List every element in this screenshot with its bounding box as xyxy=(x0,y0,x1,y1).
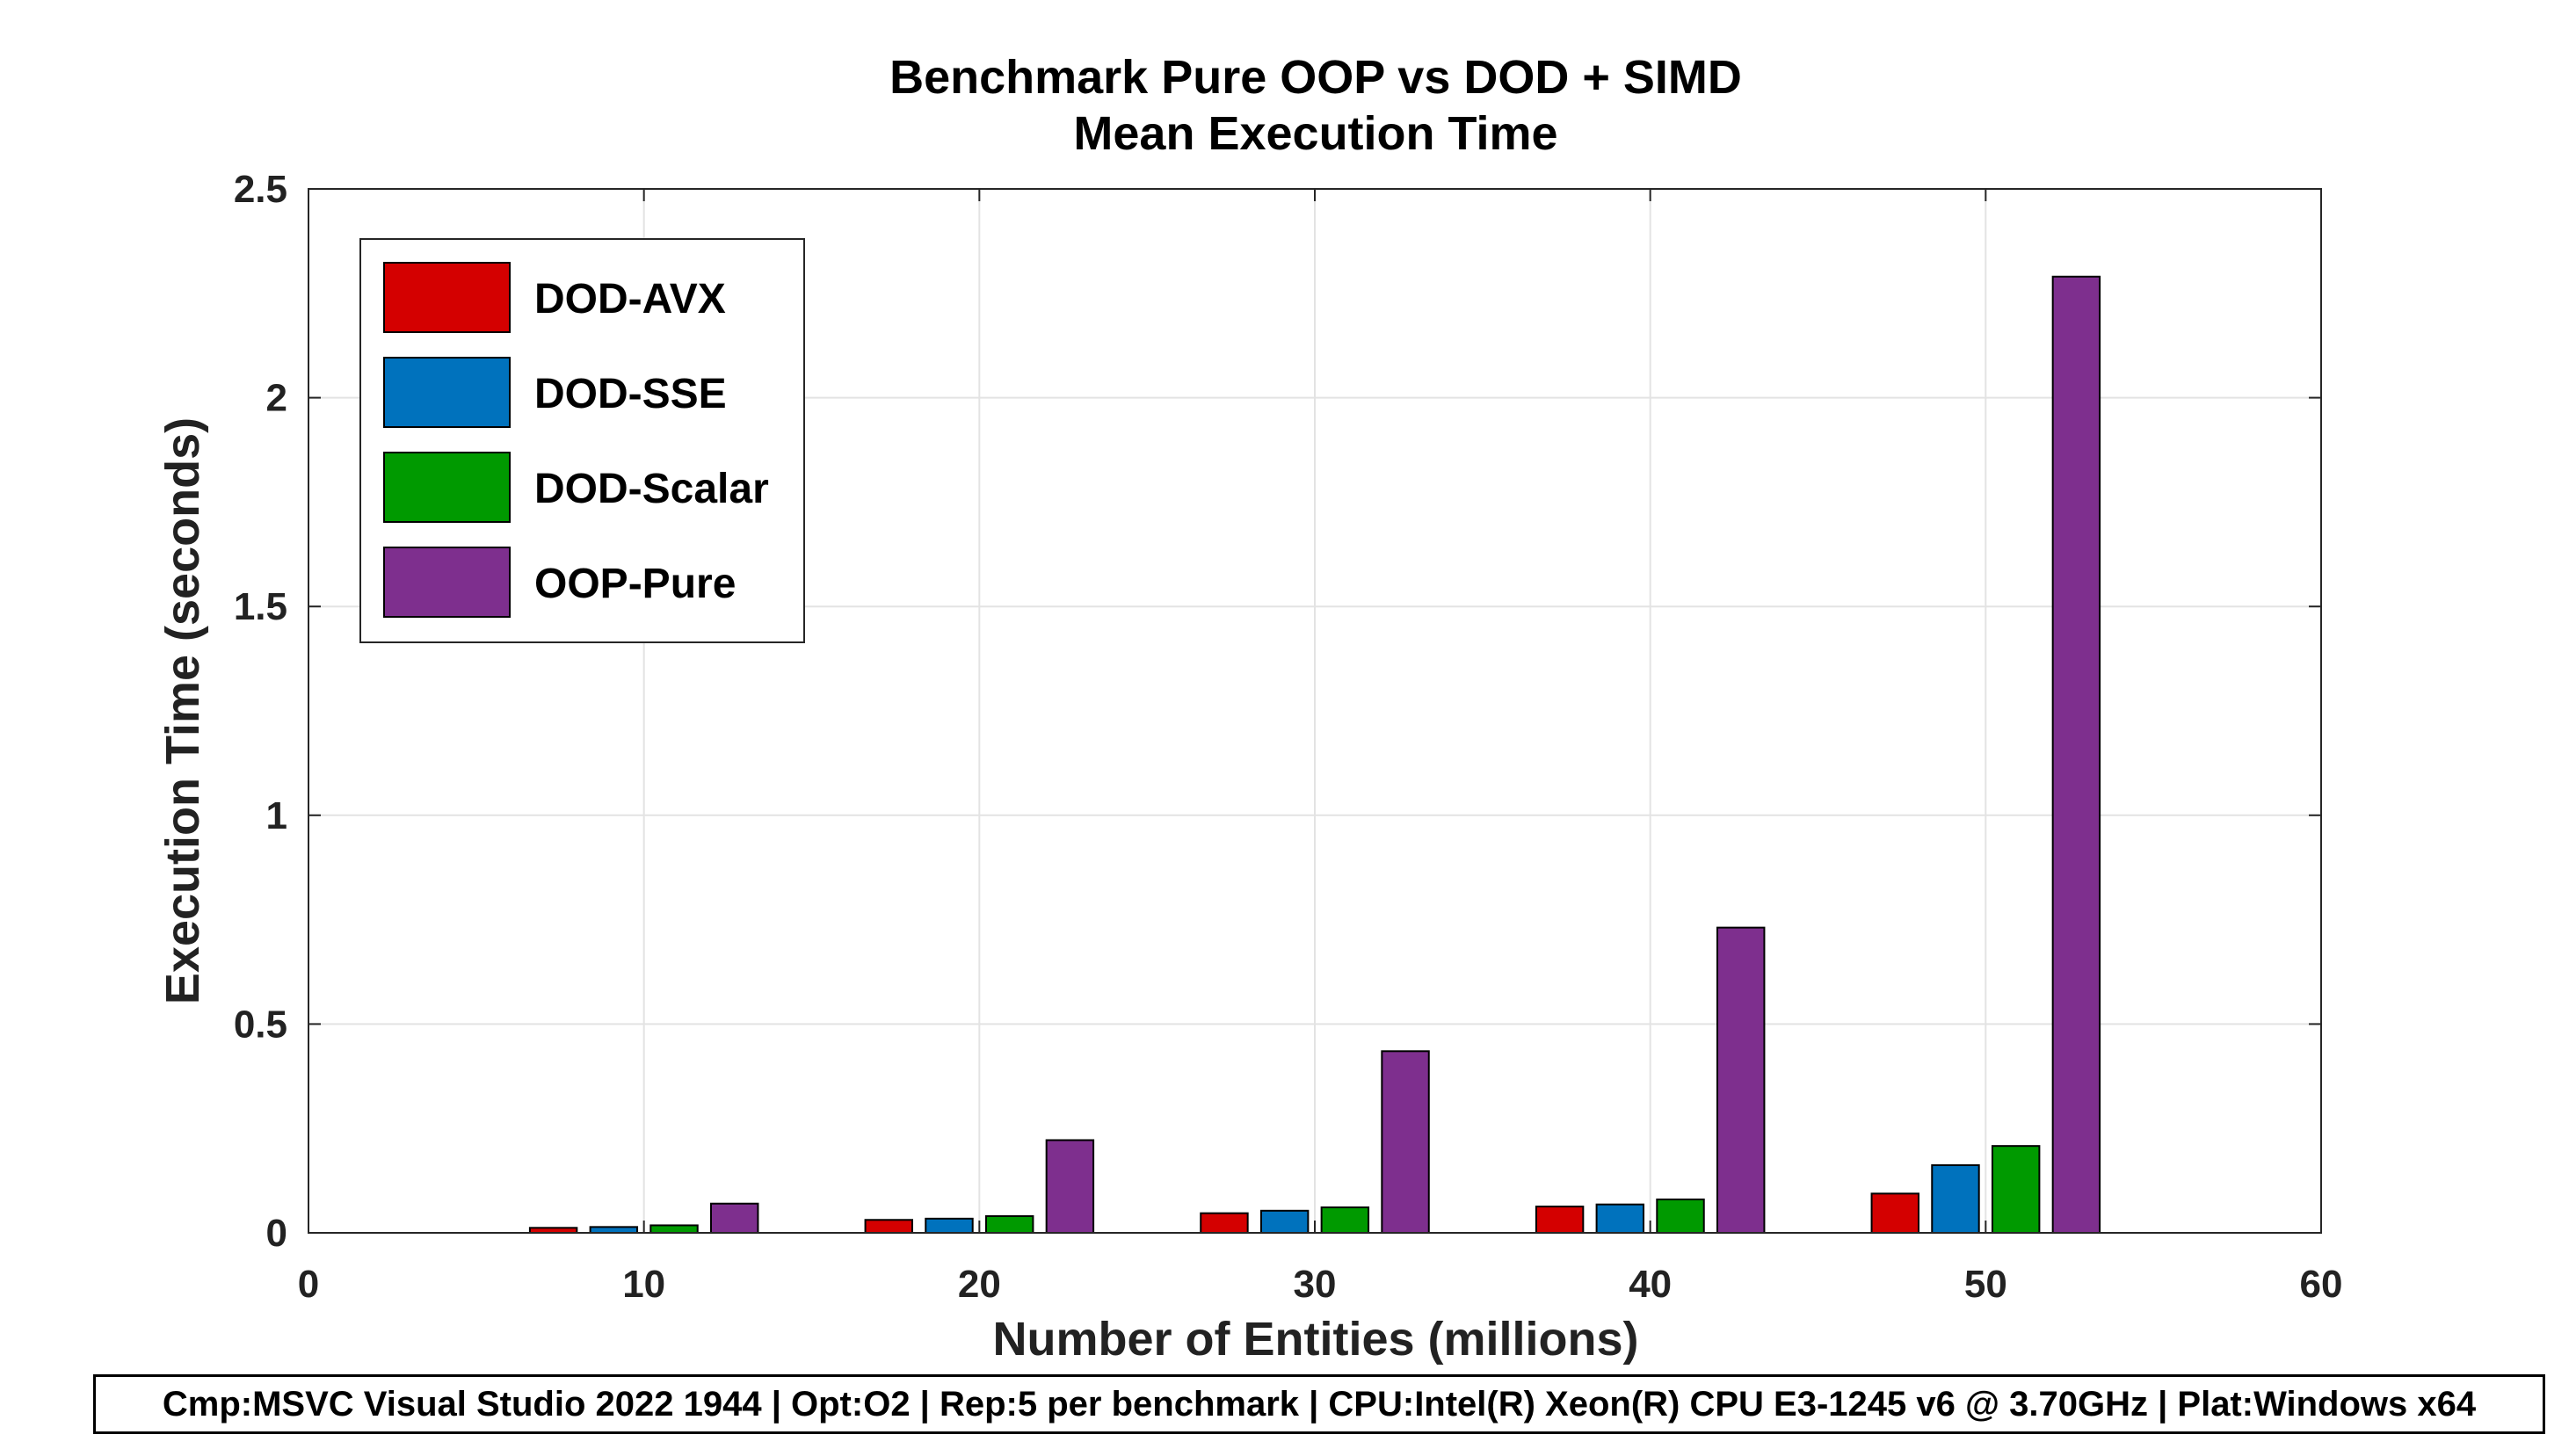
benchmark-info-text: Cmp:MSVC Visual Studio 2022 1944 | Opt:O… xyxy=(162,1384,2477,1424)
y-tick-label: 1.5 xyxy=(234,585,287,628)
bar-dod-avx-20 xyxy=(864,1219,913,1234)
grid xyxy=(308,189,2321,1233)
bar-dod-scalar-40 xyxy=(1656,1198,1705,1235)
chart-title-line-2: Mean Execution Time xyxy=(1073,107,1557,160)
legend-swatch-dod-scalar xyxy=(383,452,511,523)
legend: DOD-AVX DOD-SSE DOD-Scalar OOP-Pure xyxy=(359,238,805,643)
y-tick-label: 1 xyxy=(266,794,287,837)
bar-oop-pure-40 xyxy=(1716,926,1766,1234)
x-tick-label: 0 xyxy=(298,1263,319,1306)
bar-dod-scalar-20 xyxy=(984,1214,1034,1234)
legend-label-dod-avx: DOD-AVX xyxy=(534,276,726,322)
benchmark-info-footer: Cmp:MSVC Visual Studio 2022 1944 | Opt:O… xyxy=(93,1374,2545,1434)
legend-swatch-dod-avx xyxy=(383,262,511,333)
bar-dod-sse-40 xyxy=(1595,1203,1645,1234)
bar-oop-pure-20 xyxy=(1045,1139,1095,1235)
y-tick-label: 0 xyxy=(266,1212,287,1255)
legend-label-dod-sse: DOD-SSE xyxy=(534,371,727,417)
x-tick-label: 20 xyxy=(958,1263,1001,1306)
x-axis-label: Number of Entities (millions) xyxy=(992,1313,1638,1366)
x-tick-label: 30 xyxy=(1294,1263,1337,1306)
bar-dod-avx-30 xyxy=(1200,1212,1249,1235)
bar-oop-pure-50 xyxy=(2051,275,2101,1234)
bars xyxy=(528,275,2101,1235)
y-tick-label: 2 xyxy=(266,377,287,420)
y-axis-label: Execution Time (seconds) xyxy=(156,417,209,1004)
bar-dod-sse-20 xyxy=(925,1217,974,1234)
legend-label-dod-scalar: DOD-Scalar xyxy=(534,466,769,512)
bar-dod-avx-40 xyxy=(1535,1206,1585,1234)
y-tick-label: 0.5 xyxy=(234,1003,287,1046)
chart-title-line-1: Benchmark Pure OOP vs DOD + SIMD xyxy=(889,51,1742,104)
bar-dod-avx-50 xyxy=(1870,1192,1919,1234)
y-tick-label: 2.5 xyxy=(234,168,287,211)
x-tick-label: 50 xyxy=(1964,1263,2007,1306)
bar-dod-sse-30 xyxy=(1259,1209,1310,1235)
legend-swatch-oop-pure xyxy=(383,547,511,618)
x-tick-label: 60 xyxy=(2300,1263,2343,1306)
x-tick-label: 40 xyxy=(1629,1263,1672,1306)
x-tick-label: 10 xyxy=(622,1263,665,1306)
bar-oop-pure-30 xyxy=(1381,1050,1430,1234)
ticks: 0 10 20 30 40 50 60 0 0.5 1 1.5 2 2.5 xyxy=(234,168,2343,1306)
legend-label-oop-pure: OOP-Pure xyxy=(534,561,736,607)
bar-dod-scalar-30 xyxy=(1320,1206,1370,1235)
bar-dod-sse-50 xyxy=(1931,1164,1980,1234)
bar-dod-scalar-50 xyxy=(1991,1145,2041,1235)
bar-dod-scalar-10 xyxy=(649,1224,699,1235)
bar-oop-pure-10 xyxy=(710,1202,759,1234)
legend-swatch-dod-sse xyxy=(383,357,511,428)
